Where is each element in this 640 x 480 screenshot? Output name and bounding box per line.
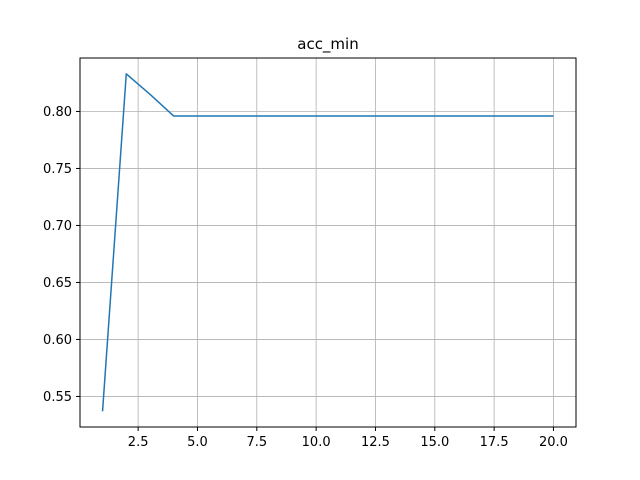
ticks: 2.5 5.0 7.5 10.0 12.5 15.0 17.5 20.0 0.55 0.60 0.6… [43, 105, 568, 450]
axes-frame [79, 57, 577, 428]
x-tick-label: 20.0 [539, 435, 568, 450]
x-tick-label: 15.0 [420, 435, 449, 450]
grid [80, 58, 576, 427]
x-tick-label: 12.5 [361, 435, 390, 450]
y-tick-label: 0.70 [43, 219, 72, 234]
series-line [101, 73, 554, 412]
y-tick-label: 0.65 [43, 276, 72, 291]
y-tick-label: 0.75 [43, 162, 72, 177]
y-tick-label: 0.55 [43, 390, 72, 405]
series-layer [101, 73, 554, 412]
x-tick-label: 7.5 [246, 435, 267, 450]
y-tick-label: 0.80 [43, 105, 72, 120]
x-tick-label: 17.5 [480, 435, 509, 450]
x-tick-label: 5.0 [187, 435, 208, 450]
y-tick-label: 0.60 [43, 333, 72, 348]
x-tick-label: 2.5 [128, 435, 149, 450]
x-tick-label: 10.0 [302, 435, 331, 450]
chart-title: acc_min [297, 35, 358, 54]
